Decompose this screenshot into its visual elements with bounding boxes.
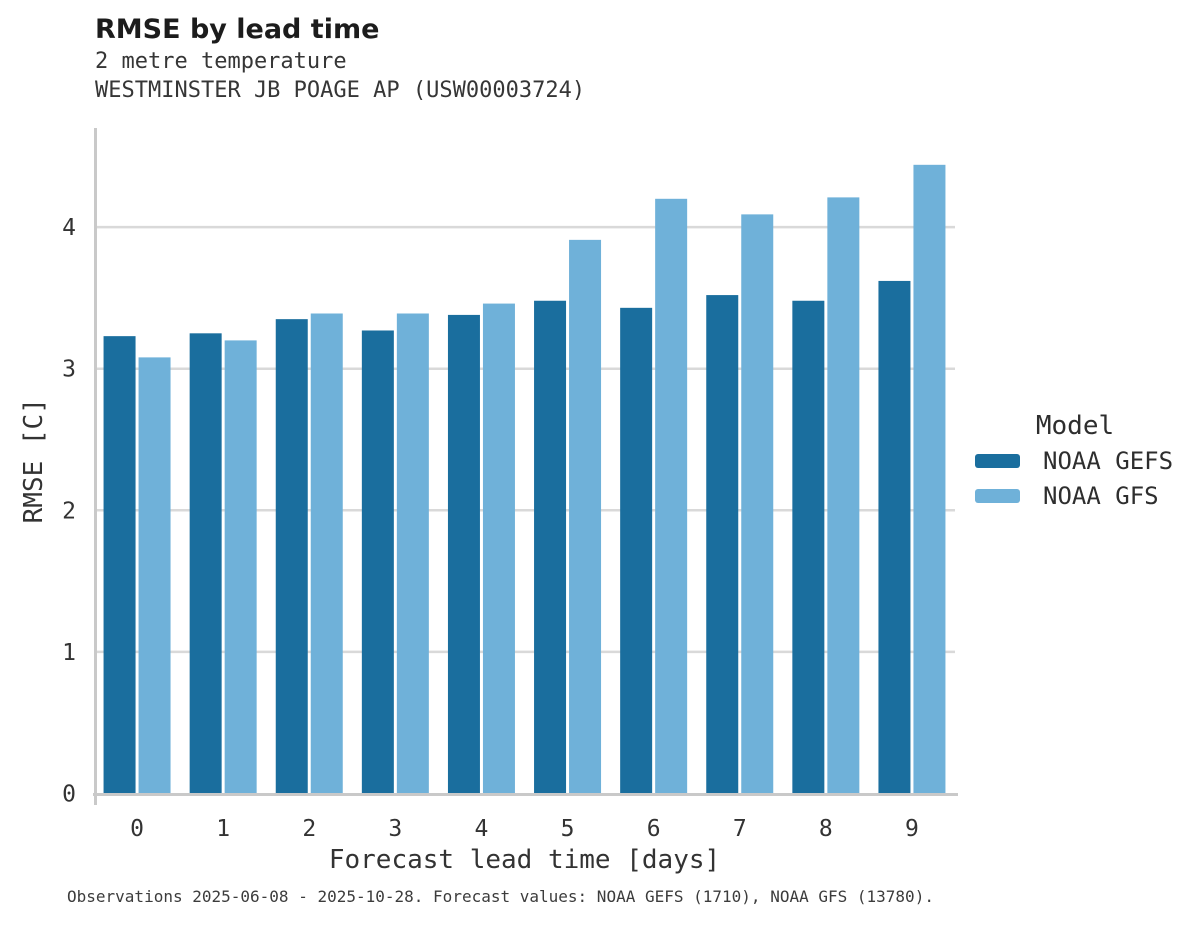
x-tick-label-1: 1 <box>216 816 230 842</box>
y-axis-title: RMSE [C] <box>19 398 49 523</box>
x-tick-label-5: 5 <box>561 816 575 842</box>
bar-noaa-gfs-lead-7 <box>741 214 774 794</box>
x-axis-title: Forecast lead time [days] <box>329 845 720 875</box>
bar-noaa-gefs-lead-4 <box>447 314 480 794</box>
x-tick-label-8: 8 <box>819 816 833 842</box>
bar-noaa-gefs-lead-5 <box>534 300 567 794</box>
bar-noaa-gfs-lead-3 <box>396 313 429 794</box>
bar-noaa-gefs-lead-2 <box>275 319 308 794</box>
legend-item-noaa-gfs: NOAA GFS <box>975 482 1175 510</box>
legend-swatch-noaa-gfs <box>975 489 1020 503</box>
bar-noaa-gfs-lead-0 <box>138 357 171 794</box>
bar-noaa-gfs-lead-6 <box>655 198 688 794</box>
x-tick-label-3: 3 <box>388 816 402 842</box>
bar-noaa-gfs-lead-1 <box>224 340 257 794</box>
bar-noaa-gfs-lead-4 <box>482 303 515 794</box>
bar-noaa-gefs-lead-7 <box>706 295 739 794</box>
y-tick-label-3: 3 <box>62 357 76 383</box>
x-tick-label-2: 2 <box>302 816 316 842</box>
x-tick-label-4: 4 <box>475 816 489 842</box>
legend-title: Model <box>1035 411 1115 441</box>
y-tick-label-0: 0 <box>62 782 76 808</box>
chart-subtitle-variable: 2 metre temperature <box>95 49 347 74</box>
bar-noaa-gefs-lead-8 <box>792 300 825 794</box>
bar-noaa-gefs-lead-3 <box>361 330 394 794</box>
bar-noaa-gfs-lead-8 <box>827 197 860 794</box>
bar-noaa-gefs-lead-9 <box>878 280 911 794</box>
legend-label-noaa-gfs: NOAA GFS <box>1043 482 1159 510</box>
bar-noaa-gefs-lead-6 <box>620 307 653 794</box>
chart-subtitle-station: WESTMINSTER JB POAGE AP (USW00003724) <box>95 78 586 103</box>
caption: Observations 2025-06-08 - 2025-10-28. Fo… <box>67 887 934 906</box>
legend-swatch-noaa-gefs <box>975 454 1020 468</box>
bar-noaa-gfs-lead-9 <box>913 164 946 794</box>
bar-noaa-gefs-lead-1 <box>189 333 222 794</box>
x-tick-label-9: 9 <box>905 816 919 842</box>
y-tick-label-2: 2 <box>62 498 76 524</box>
x-tick-label-7: 7 <box>733 816 747 842</box>
legend: Model NOAA GEFS NOAA GFS <box>975 411 1175 519</box>
legend-item-noaa-gefs: NOAA GEFS <box>975 447 1175 475</box>
bar-noaa-gefs-lead-0 <box>103 336 136 794</box>
y-tick-label-4: 4 <box>62 215 76 241</box>
x-tick-label-6: 6 <box>647 816 661 842</box>
y-tick-label-1: 1 <box>62 640 76 666</box>
legend-label-noaa-gefs: NOAA GEFS <box>1043 447 1174 475</box>
bar-noaa-gfs-lead-5 <box>569 239 602 794</box>
bar-noaa-gfs-lead-2 <box>310 313 343 794</box>
page-title: RMSE by lead time <box>95 14 380 45</box>
x-tick-label-0: 0 <box>130 816 144 842</box>
